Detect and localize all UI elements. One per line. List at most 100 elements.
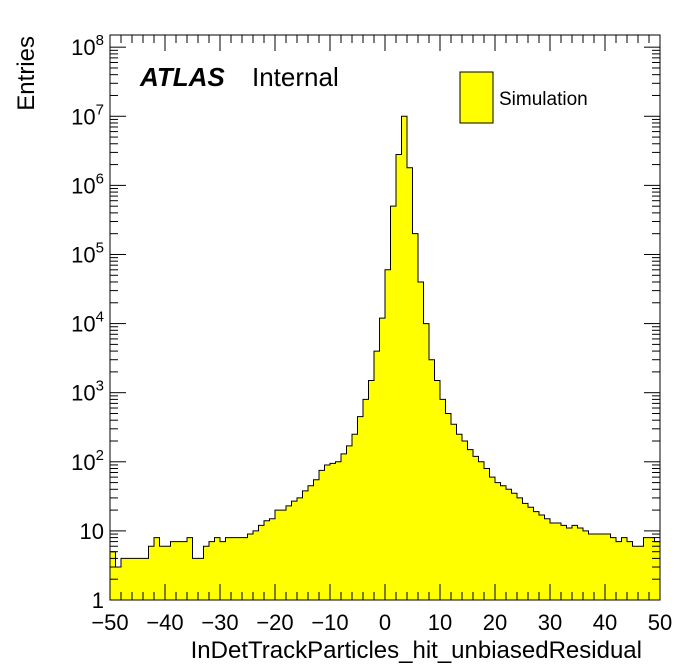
histogram-bin (335, 461, 341, 600)
x-tick-label: −30 (201, 610, 238, 635)
histogram-bin (401, 116, 407, 600)
histogram-outline (109, 115, 661, 600)
histogram-bin (418, 281, 424, 600)
histogram-bin (506, 489, 512, 600)
histogram-bin (621, 537, 627, 600)
histogram-bin (176, 541, 182, 600)
histogram-bin (110, 551, 116, 600)
y-tick-labels: 1 10 102 103 104 105 106 107 108 (71, 32, 104, 613)
x-tick-label: 50 (648, 610, 672, 635)
histogram-bin (423, 323, 429, 600)
histogram-bin (308, 485, 314, 600)
histogram-bin (192, 558, 198, 600)
histogram-bin (143, 558, 149, 600)
y-tick-label: 108 (71, 32, 104, 60)
histogram-bin (231, 537, 237, 600)
histogram-bin (610, 537, 616, 600)
histogram-bin (588, 534, 594, 600)
histogram-bin (412, 233, 418, 600)
histogram-bars (109, 115, 661, 600)
internal-label: Internal (252, 62, 339, 92)
x-tick-label: −50 (91, 610, 128, 635)
histogram-bin (253, 530, 259, 600)
histogram-bin (550, 523, 556, 600)
histogram-bin (451, 424, 457, 600)
histogram-bin (396, 154, 402, 600)
y-axis-title: Entries (13, 36, 40, 111)
histogram-bin (214, 537, 220, 600)
histogram-bin (539, 514, 545, 600)
histogram-bin (170, 541, 176, 600)
histogram-bin (583, 530, 589, 600)
y-tick-label: 105 (71, 239, 104, 267)
y-tick-label: 1 (92, 588, 104, 613)
x-tick-label: −40 (146, 610, 183, 635)
histogram-bin (638, 546, 644, 600)
histogram-bin (264, 520, 270, 600)
histogram-bin (649, 537, 655, 600)
histogram-bin (440, 399, 446, 600)
y-tick-label: 10 (80, 519, 104, 544)
histogram-bin (165, 546, 171, 600)
x-tick-label: 20 (483, 610, 507, 635)
histogram-bin (324, 464, 330, 600)
histogram-bin (544, 518, 550, 600)
x-tick-label: 40 (593, 610, 617, 635)
histogram-bin (220, 541, 226, 600)
histogram-bin (286, 505, 292, 600)
atlas-label: ATLAS (139, 62, 225, 92)
histogram-bin (517, 497, 523, 600)
histogram-bin (346, 445, 352, 600)
y-tick-label: 104 (71, 309, 104, 337)
histogram-bin (368, 380, 374, 600)
histogram-bin (291, 501, 297, 600)
histogram-bin (478, 461, 484, 600)
histogram-bin (566, 528, 572, 600)
histogram-bin (511, 493, 517, 600)
histogram-bin (115, 567, 121, 600)
histogram-bin (390, 206, 396, 600)
histogram-bin (434, 380, 440, 600)
histogram-bin (181, 541, 187, 600)
histogram-bin (302, 490, 308, 600)
histogram-bin (198, 558, 204, 600)
y-tick-label: 102 (71, 447, 104, 475)
histogram-bin (577, 528, 583, 600)
x-tick-label: 0 (379, 610, 391, 635)
histogram-bin (269, 518, 275, 600)
histogram-bin (374, 351, 380, 600)
histogram-bin (654, 541, 660, 600)
histogram-bin (275, 510, 281, 600)
legend-swatch (459, 71, 494, 124)
x-tick-label: −20 (256, 610, 293, 635)
histogram-bin (187, 537, 193, 600)
histogram-bin (495, 482, 501, 600)
histogram-bin (594, 534, 600, 600)
plot-frame (109, 34, 661, 601)
histogram-bin (500, 485, 506, 600)
x-tick-label: −10 (311, 610, 348, 635)
histogram-bin (484, 468, 490, 600)
histogram-bin (225, 537, 231, 600)
y-tick-label: 103 (71, 378, 104, 406)
histogram-bin (473, 456, 479, 600)
histogram-bin (489, 477, 495, 600)
histogram-bin (341, 453, 347, 600)
histogram-bin (522, 503, 528, 600)
histogram-bin (297, 497, 303, 600)
histogram-bin (643, 537, 649, 600)
histogram-bin (599, 534, 605, 600)
histogram-bin (363, 399, 369, 600)
histogram-bin (242, 537, 248, 600)
x-axis-title: InDetTrackParticles_hit_unbiasedResidual (191, 637, 642, 664)
histogram-bin (379, 318, 385, 600)
x-tick-labels: −50 −40 −30 −20 −10 0 10 20 30 40 50 (91, 610, 672, 635)
histogram-bin (126, 558, 132, 600)
x-tick-label: 30 (538, 610, 562, 635)
y-tick-label: 106 (71, 170, 104, 198)
histogram-bin (319, 470, 325, 600)
histogram-bin (247, 534, 253, 600)
histogram-bin (429, 359, 435, 600)
histogram-bin (154, 537, 160, 600)
